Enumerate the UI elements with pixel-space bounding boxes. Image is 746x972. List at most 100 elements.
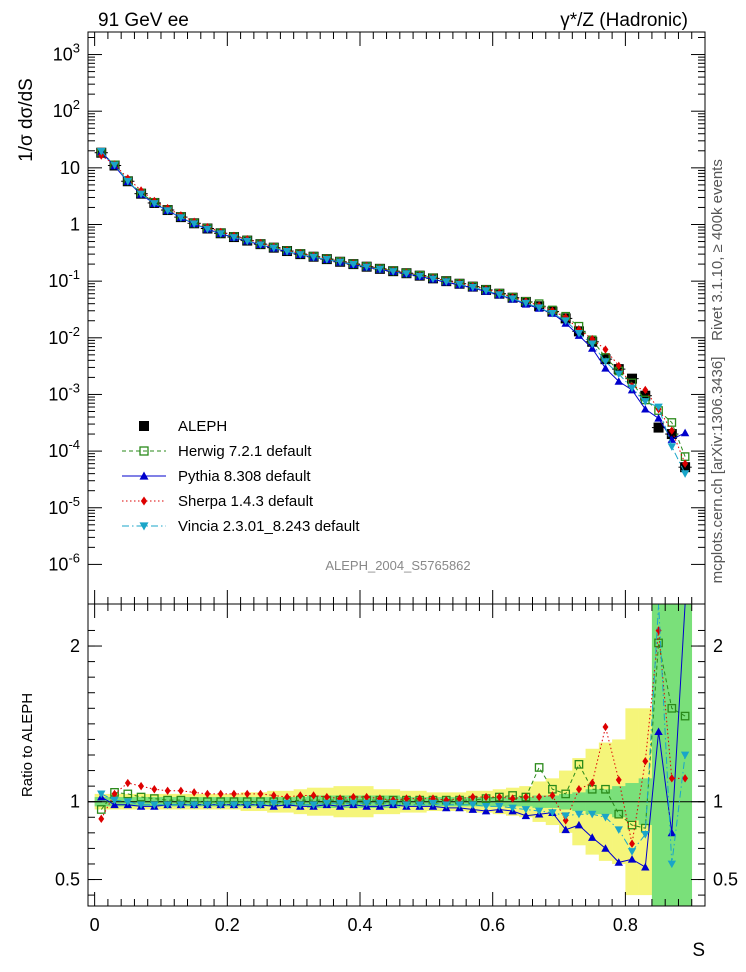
ratio-point [614,809,624,819]
data-point [415,272,424,281]
ratio-point [150,801,159,810]
data-point [349,260,358,269]
data-point [614,377,623,385]
ratio-point [363,792,370,802]
ratio-point [508,804,517,813]
ratio-point [323,792,330,802]
data-point [362,263,371,272]
data-point [667,443,677,451]
legend-label: ALEPH [178,418,227,435]
ratio-point [588,833,597,841]
ratio-point [151,785,158,794]
stat-band [651,604,666,906]
ratio-point [203,801,212,810]
ratio-point [481,803,491,811]
data-point [641,398,650,406]
ratio-point [654,727,663,736]
ratio-point [601,844,610,852]
data-point [614,370,623,379]
ratio-point [309,801,318,810]
ratio-point [284,792,290,802]
ratio-point [534,763,544,772]
ratio-point [614,858,623,866]
ratio-point [667,860,677,869]
legend-label: Vincia 2.3.01_8.243 default [178,518,360,535]
data-point [428,275,438,284]
ratio-series-3 [97,603,690,869]
data-point [654,403,663,412]
ratio-point [270,791,277,800]
data-point [335,258,345,267]
ratio-point [680,751,690,760]
ratio-point [217,789,224,799]
ratio-point [416,794,423,803]
legend-marker [139,522,149,531]
legend-label: Pythia 8.308 default [178,468,311,485]
ratio-point [375,799,385,808]
ratio-point [110,796,119,805]
y-tick-label: 10-3 [48,380,80,404]
data-point [534,304,544,312]
ratio-point [402,801,411,810]
ratio-point [98,814,105,824]
ratio-point [521,811,531,820]
legend-marker [139,446,149,456]
y-tick-label: 10-1 [48,267,80,291]
data-point [627,384,637,393]
ratio-point [549,791,556,800]
ratio-point [627,848,637,856]
ratio-point [615,775,622,785]
data-point [654,414,663,422]
main-ylabel: 1/σ dσ/dS [16,78,37,162]
ratio-point [680,711,690,721]
data-point [561,317,570,325]
y-tick-label: 10-6 [48,550,80,574]
process-energy-title: 91 GeV ee [98,10,189,31]
ratio-point [548,809,557,817]
ratio-point [521,806,531,814]
data-point [574,329,584,338]
series-2 [97,147,690,443]
ratio-point [403,794,410,803]
y-tick-label: 10 [60,158,80,178]
ratio-point [189,801,199,810]
ratio-point [629,839,635,848]
ratio-point [428,799,438,808]
data-point [322,256,332,264]
data-point [296,251,305,259]
data-point [495,291,504,299]
ratio-point [509,794,516,803]
ratio-point [231,789,237,799]
legend-entry-3: Sherpa 1.4.3 default [122,493,314,510]
ratio-point [614,826,623,834]
legend-entry-1: Herwig 7.2.1 default [122,443,312,460]
data-point [601,358,610,366]
ratio-point [97,790,106,799]
x-tick-label: 0.4 [347,915,372,935]
y-tick-label: 10-4 [48,437,80,461]
ratio-point [96,805,106,814]
ratio-point [483,792,490,802]
data-point [641,404,650,413]
data-point [189,220,199,228]
ratio-y-tick-label: 2 [70,636,80,656]
rivet-version-label: Rivet 3.1.10, ≥ 400k events [709,159,726,341]
ratio-point [243,801,252,810]
y-tick-label: 10-2 [48,324,80,348]
ratio-point [176,801,186,810]
x-tick-label: 0.6 [480,915,505,935]
ratio-y-tick-label: 0.5 [55,870,80,890]
ratio-point [522,792,529,802]
ratio-point [164,786,171,796]
ratio-point [654,638,663,648]
ratio-point [602,722,609,732]
ratio-point [269,799,278,808]
data-point [601,364,610,372]
x-tick-label: 0 [90,915,100,935]
data-point [243,237,252,246]
ratio-point [588,810,597,819]
ratio-point [455,801,464,810]
uncertainty-bands [94,604,693,906]
